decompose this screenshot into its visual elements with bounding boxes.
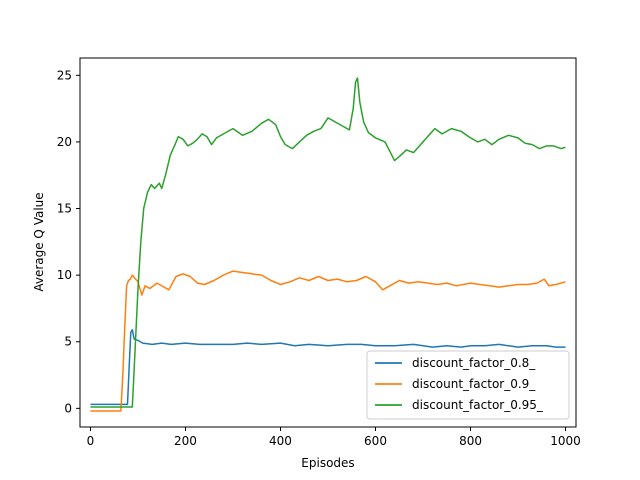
series-layer [90, 77, 566, 412]
series-line-3 [90, 77, 566, 408]
y-axis-ticks: 0 5 10 15 20 25 [57, 68, 80, 415]
legend-label-1: discount_factor_0.8_ [412, 356, 536, 370]
x-tick-label: 0 [87, 434, 95, 448]
legend-label-2: discount_factor_0.9_ [412, 377, 536, 391]
x-tick-label: 600 [364, 434, 387, 448]
plot-frame [79, 57, 577, 428]
legend-label-3: discount_factor_0.95_ [412, 398, 544, 412]
y-tick-label: 25 [57, 68, 72, 82]
y-tick-label: 15 [57, 202, 72, 216]
y-tick-label: 0 [64, 401, 72, 415]
y-tick-label: 10 [57, 268, 72, 282]
y-axis-label: Average Q Value [32, 192, 46, 291]
legend: discount_factor_0.8_ discount_factor_0.9_… [366, 350, 570, 420]
x-tick-label: 400 [269, 434, 292, 448]
y-tick-label: 5 [64, 335, 72, 349]
x-tick-label: 800 [459, 434, 482, 448]
x-axis-label: Episodes [301, 456, 354, 470]
legend-box [366, 350, 570, 420]
x-tick-label: 200 [174, 434, 197, 448]
x-axis-ticks: 0 200 400 600 800 1000 [87, 427, 581, 448]
y-tick-label: 20 [57, 135, 72, 149]
x-tick-label: 1000 [550, 434, 581, 448]
